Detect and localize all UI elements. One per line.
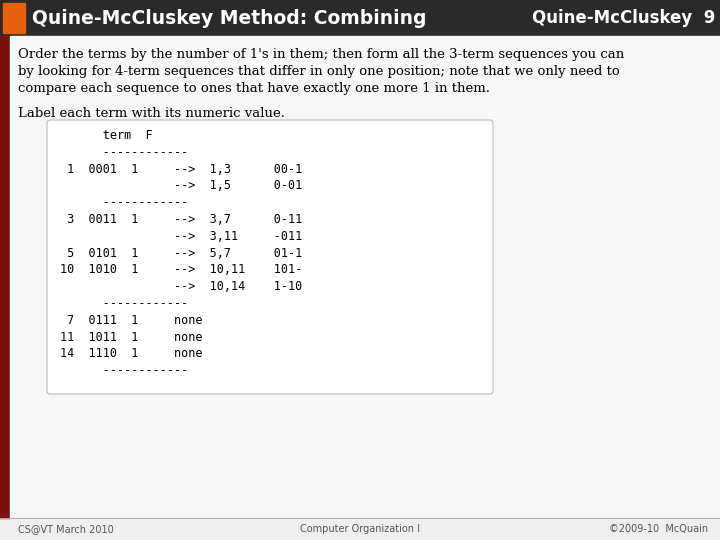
Text: by looking for 4-term sequences that differ in only one position; note that we o: by looking for 4-term sequences that dif… (18, 65, 620, 78)
Text: Quine-McCluskey Method: Combining: Quine-McCluskey Method: Combining (32, 9, 426, 28)
Text: 3  0011  1     -->  3,7      0-11: 3 0011 1 --> 3,7 0-11 (60, 213, 302, 226)
Text: 11  1011  1     none: 11 1011 1 none (60, 330, 202, 343)
Text: -->  10,14    1-10: --> 10,14 1-10 (60, 280, 302, 293)
Text: Quine-McCluskey  9: Quine-McCluskey 9 (531, 9, 715, 27)
Text: ©2009-10  McQuain: ©2009-10 McQuain (609, 524, 708, 534)
FancyBboxPatch shape (47, 120, 493, 394)
Text: term  F: term F (60, 129, 153, 142)
Text: -->  1,5      0-01: --> 1,5 0-01 (60, 179, 302, 192)
Text: 14  1110  1     none: 14 1110 1 none (60, 347, 202, 360)
Text: -->  3,11     -011: --> 3,11 -011 (60, 230, 302, 243)
Text: Label each term with its numeric value.: Label each term with its numeric value. (18, 107, 285, 120)
Text: 5  0101  1     -->  5,7      01-1: 5 0101 1 --> 5,7 01-1 (60, 247, 302, 260)
Text: CS@VT March 2010: CS@VT March 2010 (18, 524, 114, 534)
Bar (0, 0, 720, 36)
Text: ------------: ------------ (60, 146, 188, 159)
Text: Order the terms by the number of 1's in them; then form all the 3-term sequences: Order the terms by the number of 1's in … (18, 48, 624, 61)
Text: 7  0111  1     none: 7 0111 1 none (60, 314, 202, 327)
Bar (3, 3, 25, 33)
Text: 10  1010  1     -->  10,11    101-: 10 1010 1 --> 10,11 101- (60, 264, 302, 276)
Text: ------------: ------------ (60, 297, 188, 310)
Text: ------------: ------------ (60, 196, 188, 209)
Text: 1  0001  1     -->  1,3      00-1: 1 0001 1 --> 1,3 00-1 (60, 163, 302, 176)
Bar (10, 36, 720, 518)
Text: compare each sequence to ones that have exactly one more 1 in them.: compare each sequence to ones that have … (18, 82, 490, 95)
Text: Computer Organization I: Computer Organization I (300, 524, 420, 534)
Bar (0, 36, 10, 518)
Text: ------------: ------------ (60, 364, 188, 377)
